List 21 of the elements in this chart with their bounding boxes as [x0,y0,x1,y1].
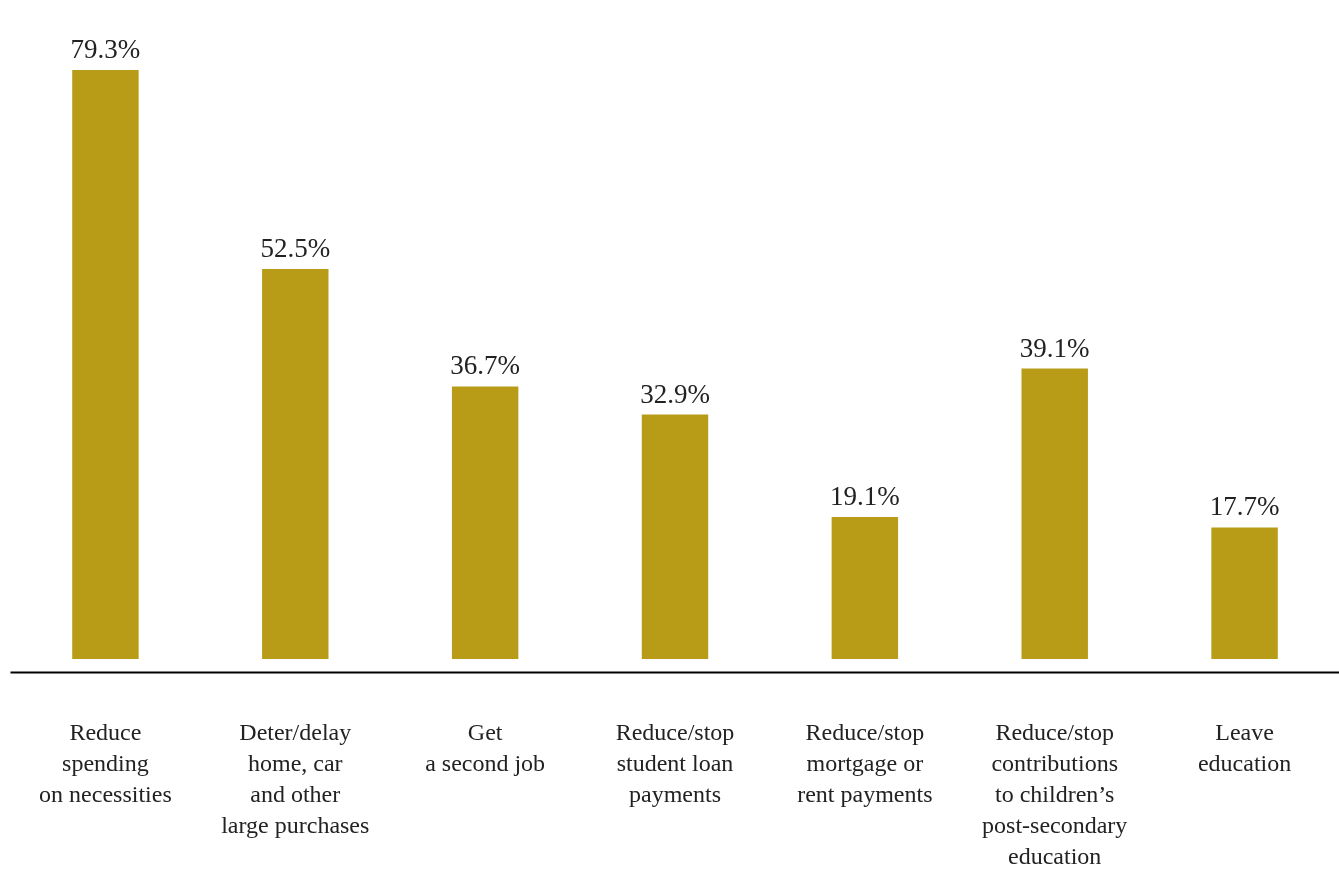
data-label: 79.3% [70,34,141,64]
x-tick-label: Leave education [1197,718,1292,776]
x-tick-label: Reduce/stop mortgage or rent payments [797,718,933,807]
bar [451,386,519,659]
bar [262,269,329,659]
data-label: 17.7% [1209,491,1280,522]
data-label: 19.1% [829,481,900,512]
x-tick-label: Reduce spending on necessities [39,718,172,807]
data-label: 52.5% [260,233,331,264]
x-tick-label: Deter/delay home, car and other large purchases [221,718,370,839]
data-label: 39.1% [1019,332,1090,363]
x-tick-label: Reduce/stop contributions to children’s post-secondary education [982,718,1128,870]
bar [72,70,139,659]
x-tick-label: Get a second job [425,718,546,776]
data-label: 36.7% [450,350,521,381]
x-tick-label: Reduce/stop student loan payments [615,718,735,807]
data-label: 32.9% [640,378,710,409]
bar [1211,527,1278,659]
bar [1021,368,1088,659]
bar [641,414,709,659]
bar [831,517,899,659]
